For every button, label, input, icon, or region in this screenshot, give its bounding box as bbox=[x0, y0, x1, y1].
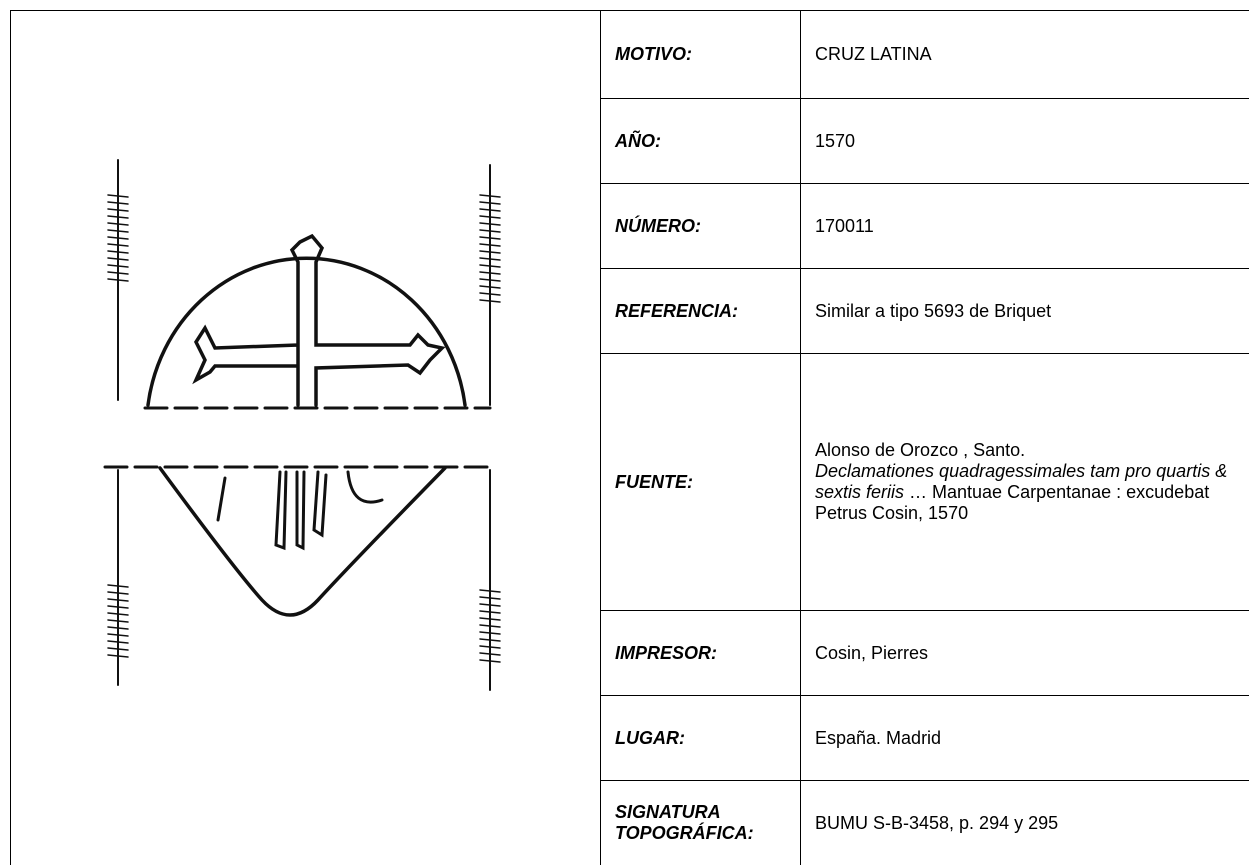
label: IMPRESOR: bbox=[600, 610, 801, 696]
chain-tick bbox=[479, 659, 501, 663]
chain-tick bbox=[479, 215, 501, 219]
row: FUENTE: Alonso de Orozco , Santo. Declama… bbox=[11, 353, 1249, 611]
chain-tick bbox=[107, 626, 129, 630]
chain-tick bbox=[479, 624, 501, 628]
chain-tick bbox=[479, 201, 501, 205]
value: 1570 bbox=[800, 98, 1249, 184]
chain-tick bbox=[479, 652, 501, 656]
row: LUGAR: España. Madrid bbox=[11, 695, 1249, 781]
value: Similar a tipo 5693 de Briquet bbox=[800, 268, 1249, 354]
chain-tick bbox=[479, 589, 501, 593]
chain-tick bbox=[479, 638, 501, 642]
label: REFERENCIA: bbox=[600, 268, 801, 354]
chain-tick bbox=[479, 229, 501, 233]
chain-tick bbox=[107, 194, 129, 198]
chain-tick bbox=[479, 250, 501, 254]
chain-tick bbox=[107, 257, 129, 261]
chain-tick bbox=[107, 278, 129, 282]
chain-tick bbox=[107, 584, 129, 588]
chain-tick bbox=[479, 596, 501, 600]
chain-tick bbox=[479, 292, 501, 296]
chain-tick bbox=[107, 598, 129, 602]
watermark-drawing bbox=[103, 159, 501, 691]
chain-tick bbox=[107, 647, 129, 651]
chain-tick bbox=[107, 605, 129, 609]
chain-tick bbox=[107, 201, 129, 205]
chain-tick bbox=[107, 264, 129, 268]
chain-tick bbox=[107, 619, 129, 623]
chain-tick bbox=[107, 243, 129, 247]
chain-tick bbox=[479, 603, 501, 607]
value: Cosin, Pierres bbox=[800, 610, 1249, 696]
row: IMPRESOR: Cosin, Pierres bbox=[11, 610, 1249, 696]
row: NÚMERO: 170011 bbox=[11, 183, 1249, 269]
label: MOTIVO: bbox=[600, 10, 801, 99]
chain-tick bbox=[479, 257, 501, 261]
chain-tick bbox=[107, 654, 129, 658]
value: Alonso de Orozco , Santo. Declamationes q… bbox=[800, 353, 1249, 611]
chain-tick bbox=[479, 299, 501, 303]
chain-tick bbox=[107, 271, 129, 275]
source-imprint: … Mantuae Carpentanae : excudebat Petrus… bbox=[815, 482, 1210, 523]
chain-tick bbox=[479, 222, 501, 226]
chain-tick bbox=[479, 617, 501, 621]
value: BUMU S-B-3458, p. 294 y 295 bbox=[800, 780, 1249, 865]
image-cell bbox=[10, 10, 601, 865]
chain-tick bbox=[479, 243, 501, 247]
label: AÑO: bbox=[600, 98, 801, 184]
chain-tick bbox=[479, 194, 501, 198]
row: SIGNATURA TOPOGRÁFICA: BUMU S-B-3458, p.… bbox=[11, 780, 1249, 865]
chain-tick bbox=[107, 229, 129, 233]
record-table: MOTIVO: CRUZ LATINA AÑO: 1570 NÚMERO: 17… bbox=[10, 10, 1249, 865]
chain-tick bbox=[107, 208, 129, 212]
chain-tick bbox=[479, 610, 501, 614]
chain-tick bbox=[479, 264, 501, 268]
chain-tick bbox=[479, 645, 501, 649]
chain-tick bbox=[479, 285, 501, 289]
value: CRUZ LATINA bbox=[800, 10, 1249, 99]
chain-tick bbox=[479, 236, 501, 240]
chain-tick bbox=[107, 591, 129, 595]
chain-tick bbox=[107, 236, 129, 240]
chain-tick bbox=[107, 250, 129, 254]
source-title: Declamationes quadragessimales tam pro q… bbox=[815, 461, 1228, 502]
value: 170011 bbox=[800, 183, 1249, 269]
label: LUGAR: bbox=[600, 695, 801, 781]
row: REFERENCIA: Similar a tipo 5693 de Briqu… bbox=[11, 268, 1249, 354]
chain-tick bbox=[479, 631, 501, 635]
chain-tick bbox=[479, 271, 501, 275]
label: SIGNATURA TOPOGRÁFICA: bbox=[600, 780, 801, 865]
chain-tick bbox=[479, 208, 501, 212]
chain-tick bbox=[107, 633, 129, 637]
chain-tick bbox=[479, 278, 501, 282]
chain-tick bbox=[107, 612, 129, 616]
chain-tick bbox=[107, 222, 129, 226]
value: España. Madrid bbox=[800, 695, 1249, 781]
chain-tick bbox=[107, 640, 129, 644]
label: FUENTE: bbox=[600, 353, 801, 611]
row: MOTIVO: CRUZ LATINA bbox=[10, 10, 1249, 865]
chain-tick bbox=[107, 215, 129, 219]
label: NÚMERO: bbox=[600, 183, 801, 269]
source-author: Alonso de Orozco , Santo. bbox=[815, 440, 1026, 460]
